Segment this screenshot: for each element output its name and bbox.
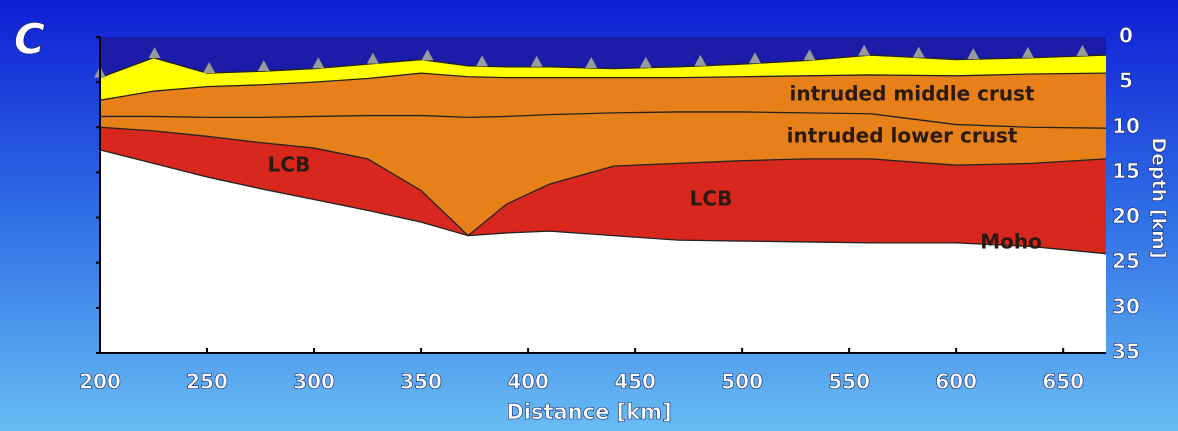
chart: C Distance [km] Depth [km] intruded midd… [0,0,1178,431]
annotation: intruded lower crust [787,124,1018,148]
x-tick-label: 250 [186,370,228,394]
y-tick-label: 0 [1119,24,1133,48]
x-tick-label: 200 [79,370,121,394]
annotation: LCB [268,153,311,177]
y-tick-label: 15 [1112,159,1140,183]
y-tick-label: 35 [1112,340,1140,364]
y-tick-label: 20 [1112,204,1140,228]
x-tick-label: 450 [614,370,656,394]
x-tick-label: 550 [828,370,870,394]
x-tick-label: 400 [507,370,549,394]
annotation: Moho [980,230,1042,254]
y-tick-label: 25 [1112,249,1140,273]
panel-label: C [14,15,45,64]
y-axis-label: Depth [km] [1148,137,1170,258]
y-tick-label: 30 [1112,294,1140,318]
x-tick-label: 650 [1042,370,1084,394]
x-tick-label: 500 [721,370,763,394]
x-tick-label: 300 [293,370,335,394]
x-tick-label: 350 [400,370,442,394]
x-tick-label: 600 [935,370,977,394]
annotation: intruded middle crust [789,82,1034,106]
y-tick-label: 5 [1119,69,1133,93]
annotation: LCB [690,187,733,211]
y-tick-label: 10 [1112,114,1140,138]
x-axis-label: Distance [km] [506,400,671,424]
